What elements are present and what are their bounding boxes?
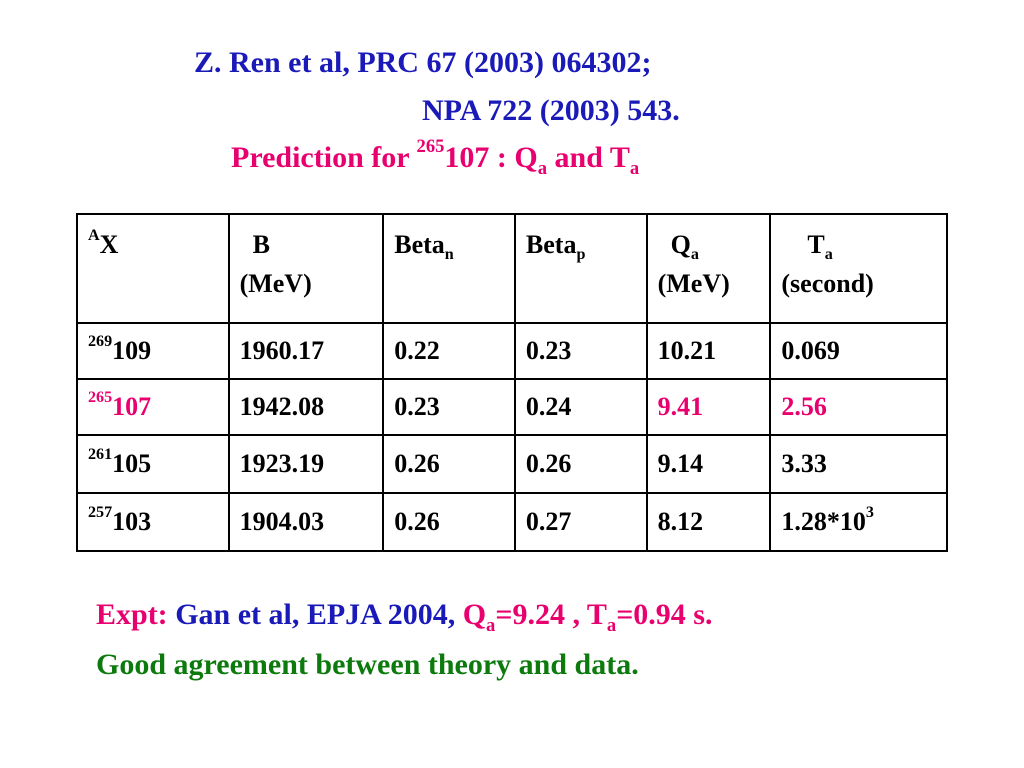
cell-q-alpha: 9.14 (645, 434, 772, 494)
cell-t-alpha: 2.56 (769, 378, 948, 436)
cell-mass-number: 265 (88, 389, 113, 407)
expt-t-subscript: a (606, 614, 617, 636)
prediction-mass-number: 265 (416, 136, 445, 158)
cell-t-alpha: 0.069 (769, 322, 948, 380)
header-binding-unit: (MeV) (239, 269, 312, 298)
expt-label: Expt: (96, 598, 176, 631)
header-beta-p-sub: p (576, 245, 586, 263)
cell-nuclide: 269109 (76, 322, 230, 380)
reference-line-2: NPA 722 (2003) 543. (422, 94, 680, 127)
cell-t-alpha: 1.28*103 (769, 492, 948, 552)
header-t-label: T (807, 230, 825, 259)
cell-atomic-number: 103 (112, 507, 152, 536)
header-nuclide-label: X (99, 230, 119, 259)
prediction-and: and T (547, 141, 630, 174)
cell-binding: 1960.17 (227, 322, 385, 380)
cell-beta-p: 0.24 (513, 378, 648, 436)
cell-binding: 1942.08 (227, 378, 385, 436)
cell-mass-number: 261 (88, 446, 113, 464)
table-row: 269109 1960.17 0.22 0.23 10.21 0.069 (76, 322, 948, 380)
header-beta-p-label: Beta (525, 230, 577, 259)
header-q-unit: (MeV) (657, 269, 730, 298)
cell-t-alpha-mantissa: 1.28*10 (781, 507, 866, 536)
header-beta-n-sub: n (444, 245, 454, 263)
cell-nuclide: 265107 (76, 378, 230, 436)
table-row: 261105 1923.19 0.26 0.26 9.14 3.33 (76, 434, 948, 494)
table-row: 257103 1904.03 0.26 0.27 8.12 1.28*103 (76, 492, 948, 552)
cell-nuclide: 261105 (76, 434, 230, 494)
header-binding: B (MeV) (227, 213, 385, 324)
cell-beta-n: 0.26 (382, 492, 516, 552)
header-binding-label: B (252, 230, 270, 259)
table-row-highlighted: 265107 1942.08 0.23 0.24 9.41 2.56 (76, 378, 948, 436)
cell-binding: 1904.03 (227, 492, 385, 552)
header-t-unit: (second) (781, 269, 874, 298)
prediction-element: 107 : Q (444, 141, 538, 174)
experiment-line: Expt: Gan et al, EPJA 2004, Qa=9.24 , Ta… (96, 598, 713, 635)
prediction-title: Prediction for 265107 : Qa and Ta (231, 137, 639, 177)
cell-mass-number: 257 (88, 504, 113, 522)
expt-reference: Gan et al, EPJA 2004, (175, 598, 463, 631)
cell-binding: 1923.19 (227, 434, 385, 494)
cell-t-alpha-exponent: 3 (865, 504, 874, 522)
header-beta-n-label: Beta (394, 230, 445, 259)
header-t-sub: a (824, 245, 833, 263)
header-q-alpha: Qa (MeV) (645, 213, 772, 324)
table-header-row: AX B (MeV) Betan Betap Qa (MeV) Ta (second) (76, 213, 948, 324)
nuclide-table: AX B (MeV) Betan Betap Qa (MeV) Ta (second)… (76, 213, 948, 552)
header-nuclide-sup: A (88, 227, 100, 245)
cell-q-alpha: 9.41 (645, 378, 772, 436)
cell-nuclide: 257103 (76, 492, 230, 552)
cell-mass-number: 269 (88, 333, 113, 351)
cell-atomic-number: 105 (112, 449, 152, 478)
prediction-t-subscript: a (629, 157, 640, 179)
reference-line-1: Z. Ren et al, PRC 67 (2003) 064302; (194, 46, 652, 79)
cell-beta-n: 0.23 (382, 378, 516, 436)
cell-atomic-number: 109 (112, 336, 152, 365)
expt-q-value: =9.24 , T (495, 598, 607, 631)
conclusion-line: Good agreement between theory and data. (96, 648, 639, 681)
header-q-label: Q (670, 230, 691, 259)
header-t-alpha: Ta (second) (769, 213, 948, 324)
cell-beta-p: 0.23 (513, 322, 648, 380)
cell-q-alpha: 10.21 (645, 322, 772, 380)
cell-t-alpha: 3.33 (769, 434, 948, 494)
cell-q-alpha: 8.12 (645, 492, 772, 552)
prediction-prefix: Prediction for (231, 141, 417, 174)
header-beta-p: Betap (513, 213, 648, 324)
cell-beta-p: 0.27 (513, 492, 648, 552)
cell-beta-p: 0.26 (513, 434, 648, 494)
cell-atomic-number: 107 (112, 392, 152, 421)
cell-beta-n: 0.26 (382, 434, 516, 494)
expt-t-value: =0.94 s. (616, 598, 713, 631)
header-nuclide: AX (76, 213, 230, 324)
prediction-q-subscript: a (537, 157, 548, 179)
expt-q-symbol: Q (462, 598, 487, 631)
header-beta-n: Betan (382, 213, 516, 324)
header-q-sub: a (690, 245, 699, 263)
expt-q-subscript: a (486, 614, 496, 636)
cell-beta-n: 0.22 (382, 322, 516, 380)
